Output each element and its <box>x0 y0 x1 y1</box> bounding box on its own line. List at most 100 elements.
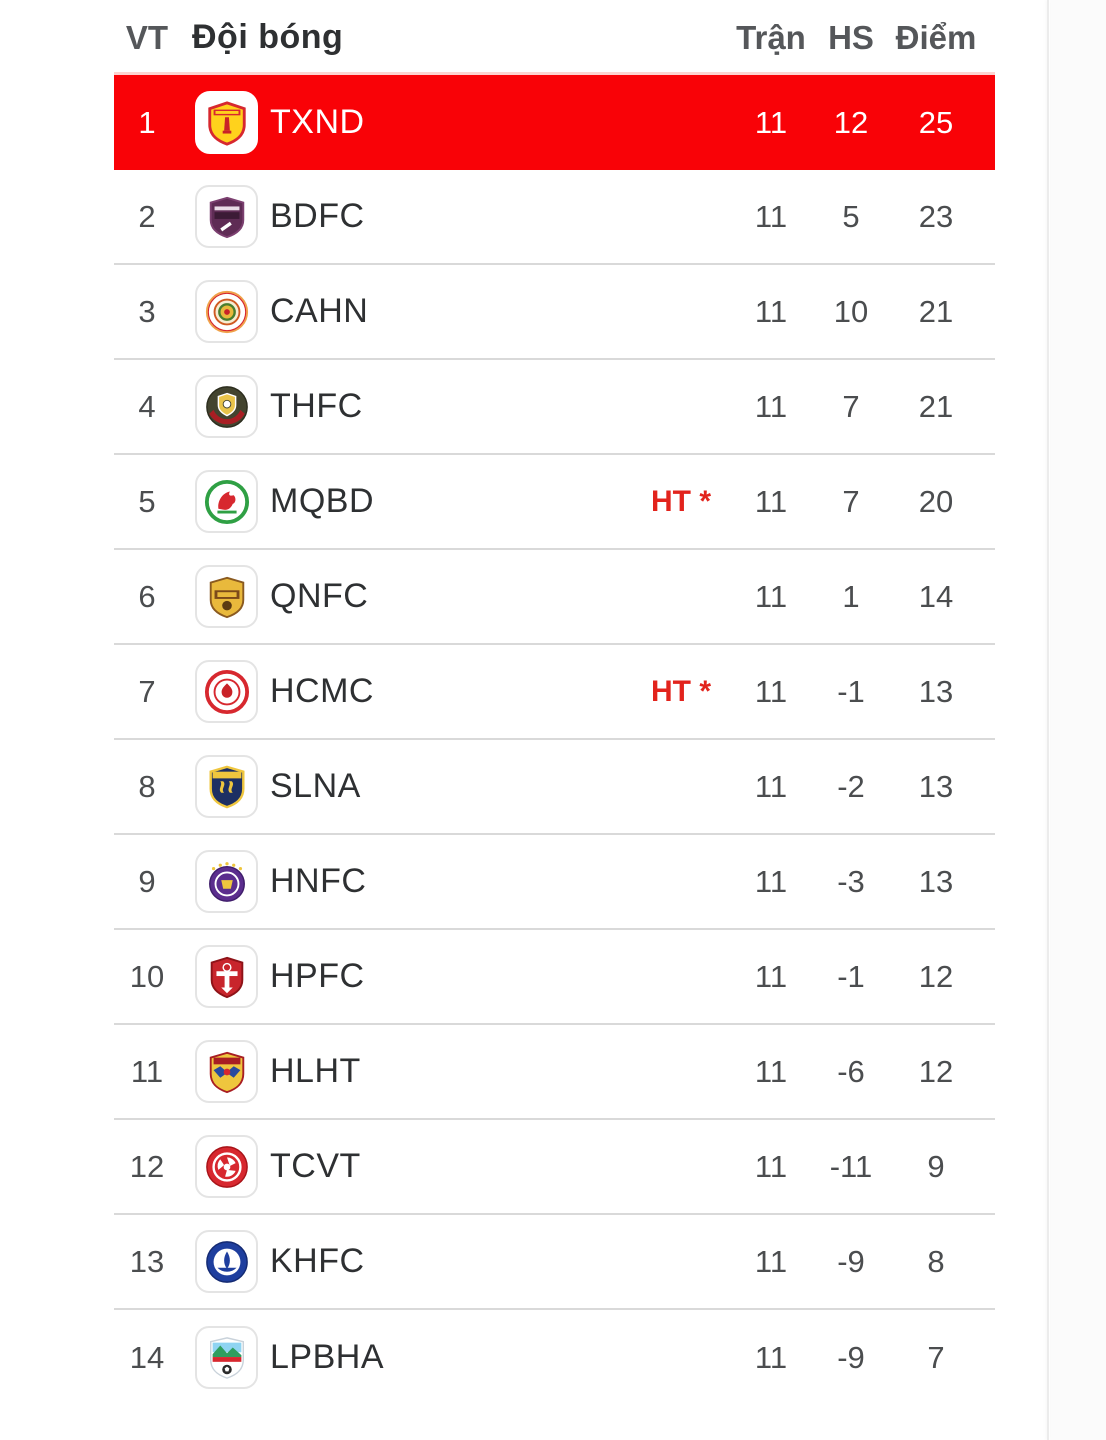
position-value: 5 <box>138 483 156 519</box>
matches-value: 11 <box>754 1339 788 1375</box>
gd-value: -3 <box>837 863 865 899</box>
standings-row-khfc[interactable]: 13 KHFC 11 -9 8 <box>114 1215 995 1310</box>
team-name: TXND <box>270 103 365 141</box>
position-value: 14 <box>129 1339 165 1375</box>
team-name: CAHN <box>270 292 369 330</box>
standings-row-lpbha[interactable]: 14 LPBHA 11 -9 7 <box>114 1310 995 1405</box>
team-name: TCVT <box>270 1147 361 1185</box>
position-value: 8 <box>138 768 156 804</box>
team-name: HLHT <box>270 1052 361 1090</box>
team-name: THFC <box>270 387 363 425</box>
position-value: 11 <box>130 1053 164 1089</box>
gd-value: 1 <box>842 578 860 614</box>
right-divider-line <box>1047 0 1049 1440</box>
team-logo-box <box>195 565 258 628</box>
team-name: QNFC <box>270 577 369 615</box>
points-value: 21 <box>918 293 954 329</box>
position-value: 7 <box>138 673 156 709</box>
matches-value: 11 <box>754 388 788 424</box>
position-value: 13 <box>129 1243 165 1279</box>
team-name: HPFC <box>270 957 365 995</box>
standings-row-hcmc[interactable]: 7 HCMC HT * 11 -1 13 <box>114 645 995 740</box>
gd-value: -9 <box>837 1339 865 1375</box>
matches-value: 11 <box>754 768 788 804</box>
team-logo-box <box>195 945 258 1008</box>
standings-row-txnd[interactable]: 1 TXND 11 12 25 <box>114 75 995 170</box>
header-team: Đội bóng <box>192 18 344 56</box>
matches-value: 11 <box>754 1243 788 1279</box>
table-body: 1 TXND 11 12 25 2 BDFC 11 5 23 3 CAHN 11 10 21 4 THFC 11 7… <box>114 75 995 1405</box>
standings-row-cahn[interactable]: 3 CAHN 11 10 21 <box>114 265 995 360</box>
gd-value: -11 <box>829 1148 873 1184</box>
points-value: 14 <box>918 578 954 614</box>
matches-value: 11 <box>754 293 788 329</box>
standings-row-hlht[interactable]: 11 HLHT 11 -6 12 <box>114 1025 995 1120</box>
matches-value: 11 <box>754 958 788 994</box>
team-logo-box <box>195 91 258 154</box>
gd-value: -2 <box>837 768 865 804</box>
team-name: HNFC <box>270 862 367 900</box>
standings-row-hnfc[interactable]: 9 HNFC 11 -3 13 <box>114 835 995 930</box>
gd-value: 5 <box>842 198 860 234</box>
standings-table: VT Đội bóng Trận HS Điểm 1 TXND 11 12 25 2 BDF… <box>114 0 995 1405</box>
right-gutter <box>1050 0 1106 1440</box>
position-value: 2 <box>138 198 156 234</box>
gd-value: 7 <box>842 388 860 424</box>
ht-note: HT * <box>651 674 711 708</box>
points-value: 25 <box>918 104 954 140</box>
points-value: 12 <box>918 958 954 994</box>
team-name: BDFC <box>270 197 365 235</box>
points-value: 8 <box>927 1243 945 1279</box>
team-logo-box <box>195 1326 258 1389</box>
standings-row-hpfc[interactable]: 10 HPFC 11 -1 12 <box>114 930 995 1025</box>
matches-value: 11 <box>754 104 788 140</box>
position-value: 10 <box>129 958 165 994</box>
position-value: 3 <box>138 293 156 329</box>
team-name: MQBD <box>270 482 374 520</box>
qnfc-team-logo-icon <box>204 574 250 620</box>
standings-row-mqbd[interactable]: 5 MQBD HT * 11 7 20 <box>114 455 995 550</box>
matches-value: 11 <box>754 863 788 899</box>
matches-value: 11 <box>754 198 788 234</box>
team-logo-box <box>195 1040 258 1103</box>
ht-note: HT * <box>651 484 711 518</box>
khfc-team-logo-icon <box>204 1239 250 1285</box>
standings-row-qnfc[interactable]: 6 QNFC 11 1 14 <box>114 550 995 645</box>
points-value: 9 <box>927 1148 945 1184</box>
team-logo-box <box>195 660 258 723</box>
team-logo-box <box>195 755 258 818</box>
team-logo-box <box>195 185 258 248</box>
gd-value: -9 <box>837 1243 865 1279</box>
position-value: 4 <box>138 388 156 424</box>
txnd-team-logo-icon <box>204 100 250 146</box>
gd-value: 12 <box>833 104 869 140</box>
team-logo-box <box>195 375 258 438</box>
gd-value: -1 <box>837 958 865 994</box>
standings-row-thfc[interactable]: 4 THFC 11 7 21 <box>114 360 995 455</box>
tcvt-team-logo-icon <box>204 1144 250 1190</box>
standings-row-slna[interactable]: 8 SLNA 11 -2 13 <box>114 740 995 835</box>
team-name: LPBHA <box>270 1338 384 1376</box>
cahn-team-logo-icon <box>204 289 250 335</box>
gd-value: 10 <box>833 293 869 329</box>
team-logo-box <box>195 470 258 533</box>
header-position: VT <box>125 18 169 56</box>
hnfc-team-logo-icon <box>204 859 250 905</box>
points-value: 12 <box>918 1053 954 1089</box>
gd-value: -6 <box>837 1053 865 1089</box>
points-value: 13 <box>918 768 954 804</box>
hlht-team-logo-icon <box>204 1049 250 1095</box>
matches-value: 11 <box>754 483 788 519</box>
standings-row-tcvt[interactable]: 12 TCVT 11 -11 9 <box>114 1120 995 1215</box>
lpbha-team-logo-icon <box>204 1335 250 1381</box>
mqbd-team-logo-icon <box>204 479 250 525</box>
standings-row-bdfc[interactable]: 2 BDFC 11 5 23 <box>114 170 995 265</box>
points-value: 20 <box>918 483 954 519</box>
matches-value: 11 <box>754 1148 788 1184</box>
slna-team-logo-icon <box>204 764 250 810</box>
team-logo-box <box>195 1135 258 1198</box>
matches-value: 11 <box>754 1053 788 1089</box>
team-name: KHFC <box>270 1242 365 1280</box>
position-value: 12 <box>129 1148 165 1184</box>
